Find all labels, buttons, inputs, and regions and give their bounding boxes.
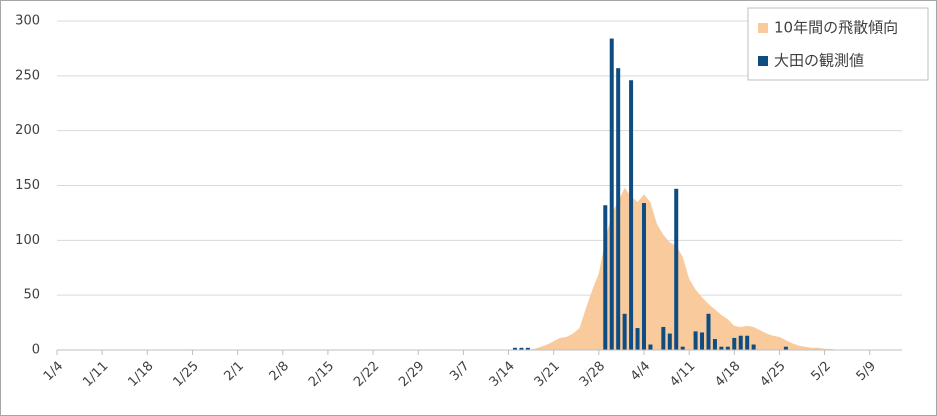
bar (519, 347, 524, 350)
legend-swatch (758, 23, 768, 33)
bar (706, 313, 711, 350)
bar (725, 346, 730, 350)
bar (609, 38, 614, 351)
area (57, 187, 902, 350)
bar (616, 68, 621, 350)
bar (603, 205, 608, 350)
bar (783, 346, 788, 350)
bar (680, 346, 685, 350)
bar (525, 347, 530, 350)
bar (629, 80, 634, 350)
bar (648, 344, 653, 350)
legend-label: 10年間の飛散傾向 (774, 19, 898, 37)
y-tick-label: 150 (15, 178, 40, 193)
bar (693, 331, 698, 350)
y-tick-label: 100 (15, 233, 40, 248)
bar (512, 347, 517, 350)
bar (745, 335, 750, 350)
legend-label: 大田の観測値 (774, 52, 864, 70)
bar (635, 328, 640, 350)
bar (719, 346, 724, 350)
y-tick-label: 300 (15, 14, 40, 29)
bar (641, 203, 646, 350)
bar (738, 335, 743, 350)
y-tick-label: 50 (23, 288, 40, 303)
bar (700, 332, 705, 350)
legend-box (747, 7, 929, 81)
bar (667, 333, 672, 350)
bar (751, 344, 756, 350)
bar (732, 337, 737, 350)
bar (674, 188, 679, 350)
bar (661, 326, 666, 350)
bar (622, 313, 627, 350)
bar (712, 339, 717, 350)
y-tick-label: 250 (15, 68, 40, 83)
legend-swatch (758, 56, 768, 66)
y-tick-label: 200 (15, 123, 40, 138)
y-tick-label: 0 (32, 343, 40, 358)
